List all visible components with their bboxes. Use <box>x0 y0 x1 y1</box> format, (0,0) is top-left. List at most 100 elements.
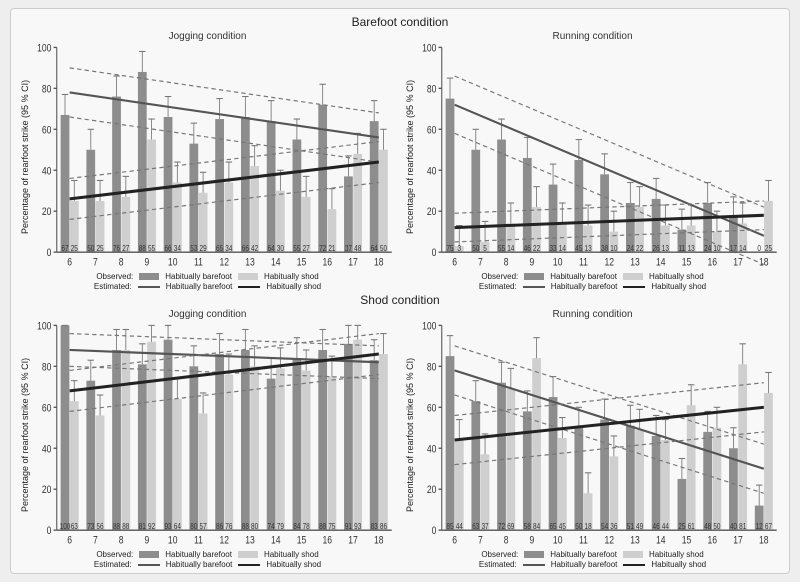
legend-shod-label: Habitually shod <box>649 550 704 559</box>
svg-text:9: 9 <box>530 257 535 269</box>
legend-swatch-shod <box>238 551 258 558</box>
svg-text:80: 80 <box>427 362 437 374</box>
svg-text:100: 100 <box>37 43 52 55</box>
panel-barefoot-jogging: Jogging condition Percentage of rearfoot… <box>19 31 396 291</box>
plot-svg: 0204060801006789101112131415161718672550… <box>31 42 396 271</box>
legend-observed-label: Observed: <box>481 550 518 559</box>
svg-text:12: 12 <box>219 535 229 547</box>
panel-title: Jogging condition <box>19 309 396 320</box>
y-axis-label: Percentage of rearfoot strike (95 % CI) <box>19 42 31 271</box>
svg-text:15: 15 <box>297 535 307 547</box>
svg-text:12: 12 <box>604 535 614 547</box>
legend-swatch-shod <box>238 273 258 280</box>
svg-text:15: 15 <box>682 257 692 269</box>
legend-shod-label: Habitually shod <box>264 272 319 281</box>
svg-text:100: 100 <box>422 43 437 55</box>
legend-observed-label: Observed: <box>96 550 133 559</box>
svg-text:60: 60 <box>427 402 437 414</box>
plot-wrap: Percentage of rearfoot strike (95 % CI) … <box>19 42 396 271</box>
svg-text:40: 40 <box>42 443 52 455</box>
svg-text:60: 60 <box>427 124 437 136</box>
plot-wrap: Percentage of rearfoot strike (95 % CI) … <box>404 320 781 549</box>
legend-observed-row: Observed:Habitually barefootHabitually s… <box>481 272 703 281</box>
legend-swatch-shod <box>623 273 643 280</box>
legend-swatch-barefoot <box>139 273 159 280</box>
y-axis-label: Percentage of rearfoot strike (95 % CI) <box>19 320 31 549</box>
panel-row: Jogging condition Percentage of rearfoot… <box>19 309 781 569</box>
legend-line-shod <box>238 286 260 288</box>
panel-title: Running condition <box>404 31 781 42</box>
panel-row: Jogging condition Percentage of rearfoot… <box>19 31 781 291</box>
legend-estimated-label: Estimated: <box>94 282 132 291</box>
legend-line-barefoot <box>523 564 545 566</box>
svg-text:14: 14 <box>271 535 281 547</box>
y-axis-label: Percentage of rearfoot strike (95 % CI) <box>404 42 416 271</box>
svg-text:0: 0 <box>47 247 52 259</box>
legend-barefoot-label: Habitually barefoot <box>165 272 232 281</box>
legend-barefoot-label: Habitually barefoot <box>166 282 233 291</box>
legend-observed-label: Observed: <box>96 272 133 281</box>
svg-text:16: 16 <box>708 257 718 269</box>
svg-text:13: 13 <box>630 535 640 547</box>
svg-text:18: 18 <box>374 257 384 269</box>
section-barefoot: Barefoot condition Jogging condition Per… <box>19 15 781 291</box>
svg-text:80: 80 <box>42 362 52 374</box>
svg-text:20: 20 <box>427 206 437 218</box>
svg-text:0: 0 <box>432 247 437 259</box>
legend-line-barefoot <box>138 564 160 566</box>
legend-estimated-row: Estimated: Habitually barefoot Habitually … <box>94 282 321 291</box>
legend-shod-label: Habitually shod <box>651 282 706 291</box>
svg-text:13: 13 <box>245 535 255 547</box>
plot-wrap: Percentage of rearfoot strike (95 % CI) … <box>404 42 781 271</box>
svg-text:13: 13 <box>630 257 640 269</box>
svg-text:0: 0 <box>432 525 437 537</box>
svg-text:6: 6 <box>452 535 457 547</box>
svg-text:100: 100 <box>422 321 437 333</box>
panel-title: Running condition <box>404 309 781 320</box>
svg-text:12: 12 <box>219 257 229 269</box>
svg-text:6: 6 <box>67 535 72 547</box>
svg-text:80: 80 <box>42 84 52 96</box>
legend-observed-label: Observed: <box>481 272 518 281</box>
svg-text:40: 40 <box>42 165 52 177</box>
section-title: Shod condition <box>19 293 781 307</box>
svg-text:7: 7 <box>478 257 483 269</box>
svg-text:20: 20 <box>42 484 52 496</box>
legend-shod-label: Habitually shod <box>266 282 321 291</box>
section-shod: Shod condition Jogging condition Percent… <box>19 293 781 569</box>
svg-text:17: 17 <box>348 535 358 547</box>
svg-text:18: 18 <box>374 535 384 547</box>
legend-estimated-label: Estimated: <box>94 560 132 569</box>
legend-line-barefoot <box>523 286 545 288</box>
svg-text:80: 80 <box>427 84 437 96</box>
legend-line-barefoot <box>138 286 160 288</box>
legend-line-shod <box>238 564 260 566</box>
svg-text:8: 8 <box>504 535 509 547</box>
legend-barefoot-label: Habitually barefoot <box>551 282 618 291</box>
svg-text:100: 100 <box>37 321 52 333</box>
svg-text:17: 17 <box>733 257 743 269</box>
svg-text:14: 14 <box>656 257 666 269</box>
legend-estimated-label: Estimated: <box>479 282 517 291</box>
panel-barefoot-running: Running condition Percentage of rearfoot… <box>404 31 781 291</box>
svg-text:60: 60 <box>42 402 52 414</box>
svg-text:18: 18 <box>759 535 769 547</box>
svg-text:11: 11 <box>579 535 588 547</box>
legend-barefoot-label: Habitually barefoot <box>550 272 617 281</box>
svg-text:7: 7 <box>478 535 483 547</box>
legend-observed-row: Observed: Habitually barefoot Habitually s… <box>96 550 318 559</box>
legend-observed-row: Observed: Habitually barefoot Habitually s… <box>96 272 318 281</box>
svg-text:14: 14 <box>656 535 666 547</box>
legend-shod-label: Habitually shod <box>264 550 319 559</box>
panel-legend: Observed: Habitually barefoot Habitually s… <box>19 550 396 569</box>
legend-swatch-shod <box>623 551 643 558</box>
legend-estimated-row: Estimated:Habitually barefootHabitually … <box>479 560 706 569</box>
svg-text:0: 0 <box>47 525 52 537</box>
panel-legend: Observed: Habitually barefoot Habitually s… <box>19 272 396 291</box>
legend-observed-row: Observed:Habitually barefootHabitually s… <box>481 550 703 559</box>
legend-barefoot-label: Habitually barefoot <box>165 550 232 559</box>
panel-shod-running: Running condition Percentage of rearfoot… <box>404 309 781 569</box>
svg-text:10: 10 <box>553 257 563 269</box>
svg-text:10: 10 <box>168 257 178 269</box>
figure-card: Barefoot condition Jogging condition Per… <box>10 8 790 574</box>
